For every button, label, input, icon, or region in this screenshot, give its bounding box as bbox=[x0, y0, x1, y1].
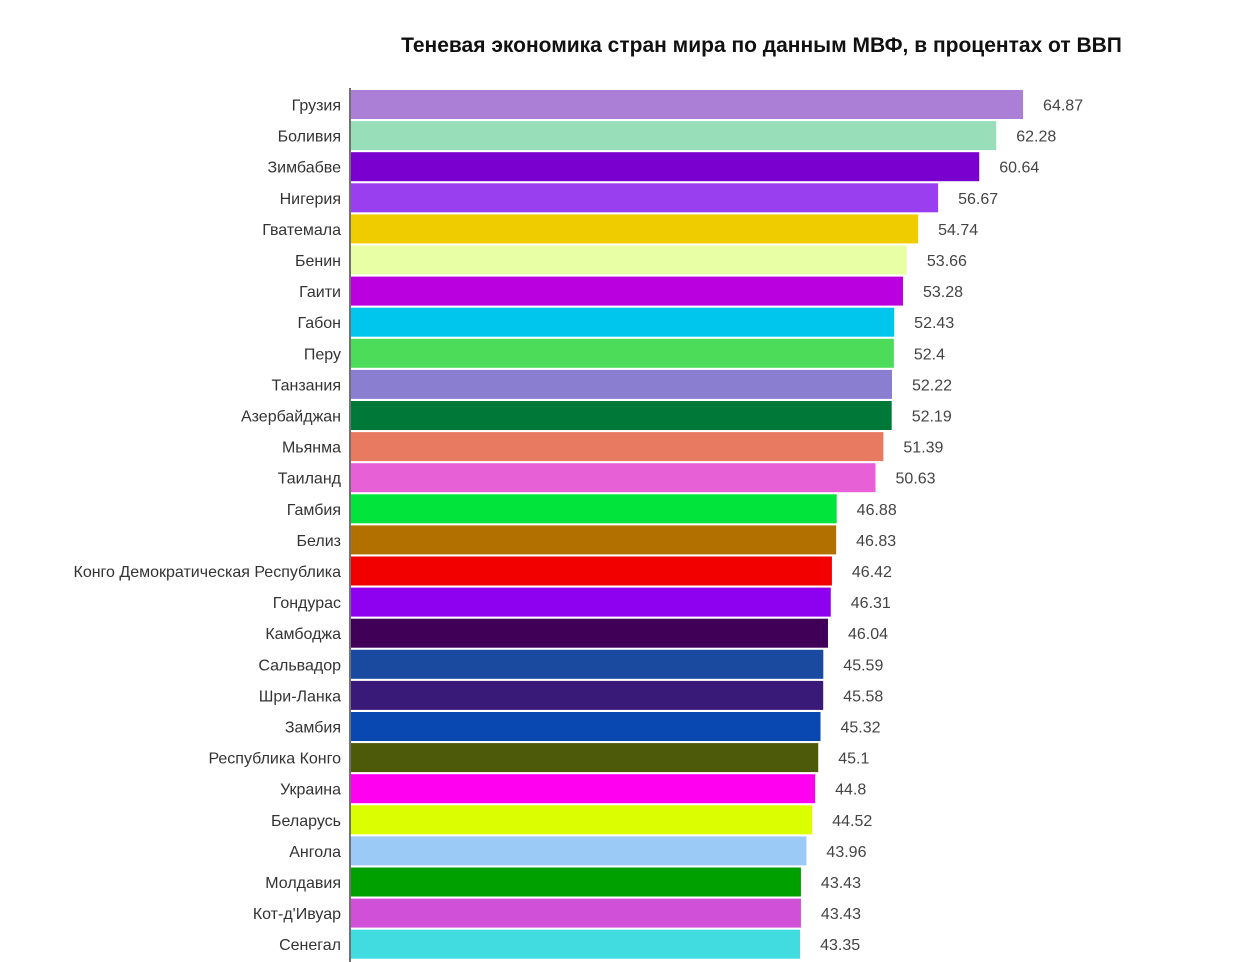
bar-21 bbox=[351, 743, 819, 773]
value-label: 50.63 bbox=[896, 471, 936, 488]
value-label: 51.39 bbox=[903, 440, 943, 457]
bar-25 bbox=[351, 867, 801, 897]
value-label: 46.42 bbox=[852, 564, 892, 581]
category-label: Гондурас bbox=[273, 595, 341, 612]
value-label: 43.43 bbox=[821, 875, 861, 892]
chart-title: Теневая экономика стран мира по данным М… bbox=[401, 34, 1122, 57]
bar-24 bbox=[351, 836, 807, 866]
value-label: 45.32 bbox=[841, 720, 881, 737]
bar-10 bbox=[351, 401, 892, 430]
bar-17 bbox=[351, 618, 828, 648]
category-label: Гаити bbox=[299, 284, 341, 301]
value-label: 56.67 bbox=[958, 191, 998, 208]
value-label: 52.4 bbox=[914, 346, 945, 363]
value-label: 53.66 bbox=[927, 253, 967, 270]
value-label: 53.28 bbox=[923, 284, 963, 301]
category-label: Республика Конго bbox=[208, 751, 341, 768]
category-label: Шри-Ланка bbox=[259, 688, 341, 705]
bar-14 bbox=[351, 525, 837, 555]
bars-layer: Грузия 64.87 Боливия 62.28 Зимбабве 60.64 Ниге… bbox=[74, 90, 1083, 959]
bar-13 bbox=[351, 494, 837, 524]
bar-23 bbox=[351, 805, 813, 835]
value-label: 43.35 bbox=[820, 937, 860, 954]
category-label: Белиз bbox=[297, 533, 341, 550]
category-label: Гамбия bbox=[287, 502, 341, 519]
value-label: 43.96 bbox=[826, 844, 866, 861]
value-label: 64.87 bbox=[1043, 98, 1083, 115]
value-label: 52.22 bbox=[912, 377, 952, 394]
value-label: 46.83 bbox=[856, 533, 896, 550]
bar-11 bbox=[351, 432, 884, 462]
value-label: 52.43 bbox=[914, 315, 954, 332]
bar-1 bbox=[351, 121, 997, 151]
category-label: Грузия bbox=[292, 98, 341, 115]
category-label: Бенин bbox=[295, 253, 341, 270]
value-label: 46.31 bbox=[851, 595, 891, 612]
value-label: 43.43 bbox=[821, 906, 861, 923]
bar-2 bbox=[351, 152, 980, 182]
value-label: 45.58 bbox=[843, 688, 883, 705]
category-label: Танзания bbox=[272, 377, 341, 394]
bar-9 bbox=[351, 369, 892, 399]
bar-22 bbox=[351, 774, 816, 804]
category-label: Молдавия bbox=[265, 875, 341, 892]
bar-18 bbox=[351, 649, 824, 679]
value-label: 44.8 bbox=[835, 782, 866, 799]
value-label: 60.64 bbox=[999, 160, 1039, 177]
category-label: Украина bbox=[280, 782, 341, 799]
bar-7 bbox=[351, 307, 895, 337]
category-label: Камбоджа bbox=[265, 626, 341, 643]
category-label: Боливия bbox=[278, 129, 341, 146]
bar-4 bbox=[351, 214, 919, 244]
category-label: Конго Демократическая Республика bbox=[74, 564, 342, 581]
value-label: 62.28 bbox=[1016, 129, 1056, 146]
value-label: 52.19 bbox=[912, 409, 952, 426]
bar-27 bbox=[351, 929, 801, 959]
category-label: Азербайджан bbox=[241, 409, 341, 426]
category-label: Зимбабве bbox=[268, 160, 342, 177]
bar-3 bbox=[351, 183, 939, 213]
category-label: Перу bbox=[304, 346, 341, 363]
value-label: 45.59 bbox=[843, 657, 883, 674]
bar-8 bbox=[351, 338, 894, 368]
category-label: Мьянма bbox=[282, 440, 341, 457]
category-label: Сальвадор bbox=[258, 657, 341, 674]
value-label: 44.52 bbox=[832, 813, 872, 830]
bar-26 bbox=[351, 898, 801, 928]
category-label: Замбия bbox=[285, 720, 341, 737]
bar-16 bbox=[351, 587, 831, 617]
category-label: Ангола bbox=[289, 844, 341, 861]
category-label: Гватемала bbox=[262, 222, 341, 239]
category-label: Таиланд bbox=[278, 471, 342, 488]
category-label: Сенегал bbox=[279, 937, 341, 954]
bar-6 bbox=[351, 276, 903, 306]
category-label: Беларусь bbox=[271, 813, 341, 830]
value-label: 54.74 bbox=[938, 222, 978, 239]
bar-20 bbox=[351, 712, 821, 741]
value-label: 45.1 bbox=[838, 751, 869, 768]
category-label: Нигерия bbox=[280, 191, 341, 208]
bar-0 bbox=[351, 90, 1024, 119]
value-label: 46.88 bbox=[857, 502, 897, 519]
bar-19 bbox=[351, 680, 824, 710]
bar-5 bbox=[351, 245, 907, 275]
bar-15 bbox=[351, 556, 832, 586]
category-label: Кот-д'Ивуар bbox=[253, 906, 341, 923]
bar-12 bbox=[351, 463, 876, 493]
category-label: Габон bbox=[297, 315, 341, 332]
value-label: 46.04 bbox=[848, 626, 888, 643]
